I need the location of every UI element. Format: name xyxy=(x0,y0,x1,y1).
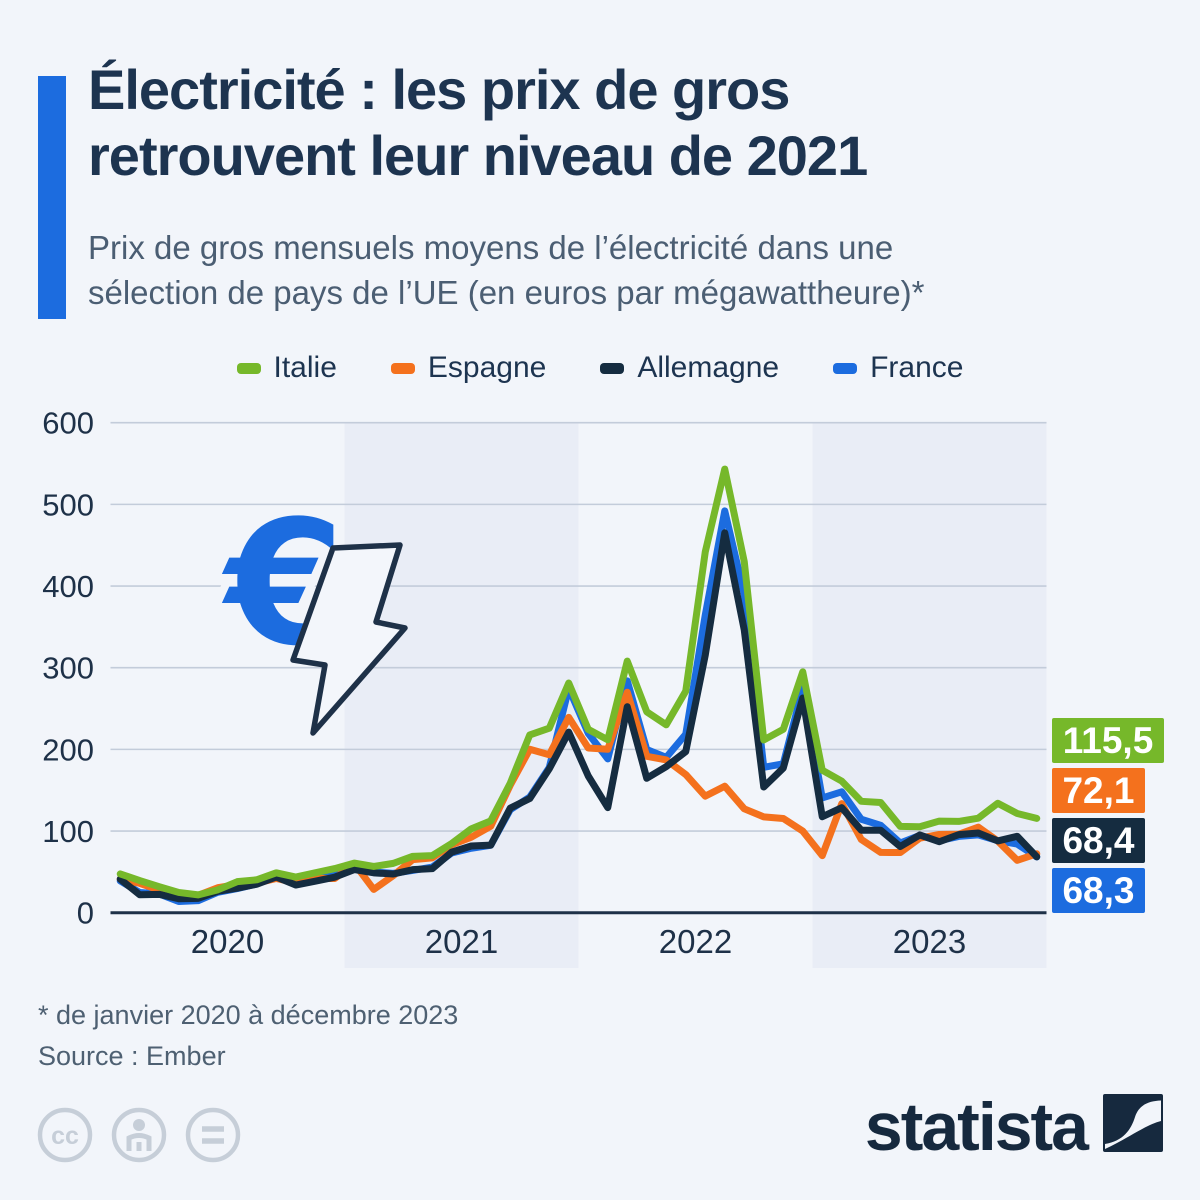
x-tick-2021: 2021 xyxy=(425,923,498,960)
end-label-box-france xyxy=(1052,868,1145,913)
band-2021 xyxy=(344,422,579,968)
svg-text:cc: cc xyxy=(51,1122,79,1150)
y-tick-500: 500 xyxy=(42,487,94,522)
end-label-italie: 115,5 xyxy=(1063,720,1154,761)
x-tick-2022: 2022 xyxy=(659,923,732,960)
band-2023 xyxy=(812,422,1047,968)
x-axis-labels: 2020 2021 2022 2023 xyxy=(191,923,966,960)
line-chart: 0 100 200 300 400 500 600 2020 2021 2022 2023 € 1… xyxy=(42,406,1164,968)
title-line-2: retrouvent leur niveau de 2021 xyxy=(88,124,868,187)
legend-label-italie: Italie xyxy=(273,351,337,384)
statista-logo[interactable]: statista xyxy=(864,1089,1163,1165)
legend-swatch-espagne xyxy=(390,362,415,374)
subtitle-line-2: sélection de pays de l’UE (en euros par … xyxy=(88,274,925,311)
cc-icon[interactable]: cc xyxy=(37,1107,93,1163)
legend-item-france: France xyxy=(833,351,963,385)
y-tick-300: 300 xyxy=(42,651,94,686)
footnote: * de janvier 2020 à décembre 2023 xyxy=(38,1000,459,1030)
end-value-labels: 115,5 72,1 68,4 68,3 xyxy=(1052,718,1164,913)
legend-swatch-france xyxy=(833,362,858,374)
legend: Italie Espagne Allemagne France xyxy=(0,351,1200,385)
title-line-1: Électricité : les prix de gros xyxy=(88,58,790,121)
legend-item-espagne: Espagne xyxy=(390,351,547,385)
series-lines xyxy=(116,465,1041,906)
accent-bar xyxy=(38,76,66,319)
line-italie xyxy=(116,465,1041,899)
end-label-espagne: 72,1 xyxy=(1062,770,1134,811)
end-label-allemagne: 68,4 xyxy=(1062,820,1134,861)
end-label-box-allemagne xyxy=(1052,818,1145,863)
y-tick-400: 400 xyxy=(42,569,94,604)
legend-item-italie: Italie xyxy=(236,351,337,385)
statista-wordmark: statista xyxy=(864,1089,1089,1165)
legend-label-allemagne: Allemagne xyxy=(637,351,780,384)
x-tick-2020: 2020 xyxy=(191,923,264,960)
legend-swatch-italie xyxy=(236,362,261,374)
y-tick-100: 100 xyxy=(42,814,94,849)
page-title: Électricité : les prix de gros retrouvent… xyxy=(88,57,1168,189)
line-allemagne xyxy=(116,529,1041,903)
end-label-box-espagne xyxy=(1052,768,1145,813)
y-tick-600: 600 xyxy=(42,406,94,441)
end-label-box-italie xyxy=(1052,718,1164,763)
attribution-person-icon[interactable] xyxy=(111,1107,167,1163)
y-tick-0: 0 xyxy=(77,896,94,931)
legend-swatch-allemagne xyxy=(600,362,625,374)
cc-license-icons[interactable]: cc xyxy=(36,1104,266,1166)
y-tick-200: 200 xyxy=(42,732,94,767)
year-highlight-bands xyxy=(344,422,1047,968)
chart-subtitle: Prix de gros mensuels moyens de l’électr… xyxy=(88,225,1148,315)
legend-label-france: France xyxy=(870,351,964,384)
x-tick-2023: 2023 xyxy=(893,923,966,960)
legend-label-espagne: Espagne xyxy=(427,351,547,384)
source-line: Source : Ember xyxy=(38,1041,226,1071)
end-label-france: 68,3 xyxy=(1062,870,1134,911)
euro-lightning-illustration: € xyxy=(213,475,408,736)
subtitle-line-1: Prix de gros mensuels moyens de l’électr… xyxy=(88,229,894,266)
statista-mark-icon xyxy=(1103,1094,1163,1152)
legend-item-allemagne: Allemagne xyxy=(600,351,779,385)
equals-icon[interactable] xyxy=(185,1107,241,1163)
lightning-bolt-icon xyxy=(290,542,408,736)
y-axis-labels: 0 100 200 300 400 500 600 xyxy=(42,406,94,931)
